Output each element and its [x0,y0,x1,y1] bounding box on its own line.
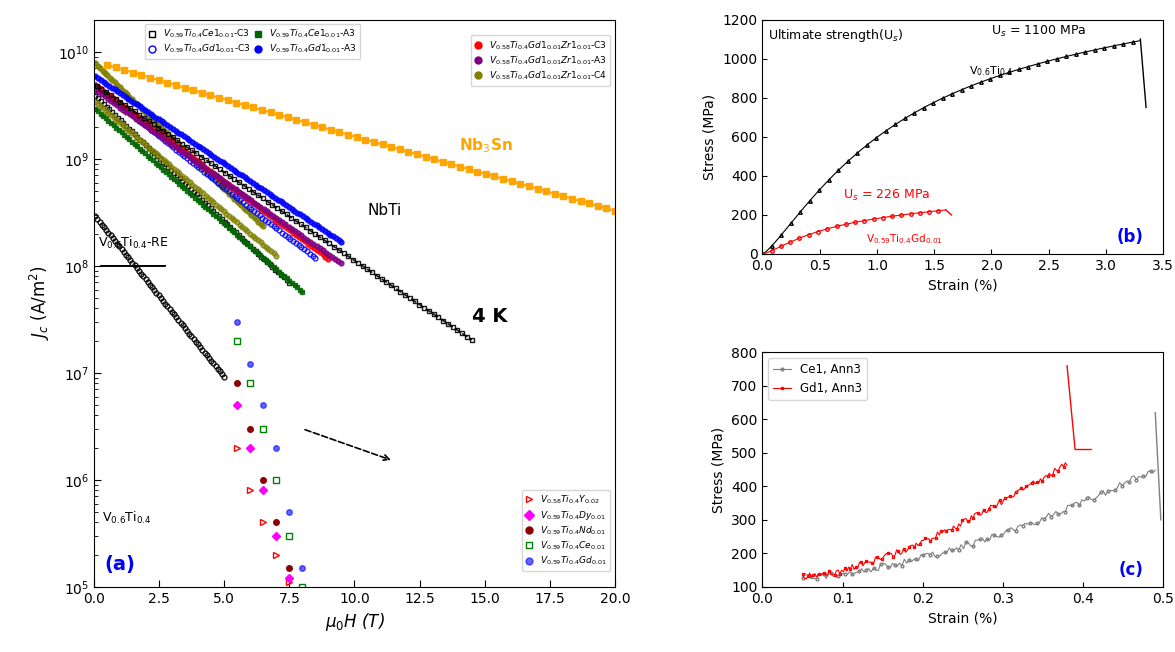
Gd1, Ann3 [885,550,899,557]
Gd1, Ann3 [1015,486,1029,494]
Text: 4 K: 4 K [471,306,508,326]
Legend: Ce1, Ann3, Gd1, Ann3: Ce1, Ann3, Gd1, Ann3 [768,359,867,400]
Ce1, Ann3 [795,574,810,582]
Text: V$_{0.6}$Ti$_{0.4}$-RE: V$_{0.6}$Ti$_{0.4}$-RE [98,235,169,251]
Legend: $V_{0.58}Ti_{0.4}Y_{0.02}$, $V_{0.59}Ti_{0.4}Dy_{0.01}$, $V_{0.59}Ti_{0.4}Nd_{0.: $V_{0.58}Ti_{0.4}Y_{0.02}$, $V_{0.59}Ti_… [522,490,611,571]
Ce1, Ann3 [938,548,952,556]
Text: Nb$_3$Sn: Nb$_3$Sn [458,136,512,155]
Text: V$_{0.59}$Ti$_{0.4}$Gd$_{0.01}$: V$_{0.59}$Ti$_{0.4}$Gd$_{0.01}$ [866,232,942,246]
Text: V$_{0.6}$Ti$_{0.4}$: V$_{0.6}$Ti$_{0.4}$ [102,511,152,526]
Ce1, Ann3 [996,530,1010,538]
Gd1, Ann3 [946,522,960,530]
Gd1, Ann3 [935,528,949,536]
Y-axis label: Stress (MPa): Stress (MPa) [712,426,726,512]
Text: U$_s$ = 1100 MPa: U$_s$ = 1100 MPa [992,24,1087,39]
Line: Gd1, Ann3: Gd1, Ann3 [801,462,1068,580]
Text: (c): (c) [1119,561,1143,579]
Text: (b): (b) [1116,228,1143,246]
Ce1, Ann3 [810,575,824,583]
Gd1, Ann3 [980,509,994,516]
X-axis label: Strain (%): Strain (%) [928,278,998,292]
Text: NbTi: NbTi [368,203,402,218]
Ce1, Ann3 [1148,466,1162,474]
Ce1, Ann3 [982,537,996,544]
Gd1, Ann3 [1059,459,1073,467]
Text: U$_s$ = 226 MPa: U$_s$ = 226 MPa [842,188,929,203]
Text: V$_{0.6}$Ti$_{0.4}$: V$_{0.6}$Ti$_{0.4}$ [968,65,1013,78]
Ce1, Ann3 [914,551,928,559]
Line: Ce1, Ann3: Ce1, Ann3 [801,469,1156,580]
Ce1, Ann3 [1042,509,1056,517]
Gd1, Ann3 [902,543,916,551]
Gd1, Ann3 [799,575,813,583]
Gd1, Ann3 [795,570,810,578]
Ce1, Ann3 [1089,494,1103,502]
X-axis label: $\mu_0H$ (T): $\mu_0H$ (T) [324,611,384,633]
Y-axis label: $J_c$ (A/m$^2$): $J_c$ (A/m$^2$) [28,266,52,340]
Text: Ultimate strength(U$_s$): Ultimate strength(U$_s$) [768,27,904,44]
X-axis label: Strain (%): Strain (%) [928,611,998,625]
Y-axis label: Stress (MPa): Stress (MPa) [703,94,717,180]
Gd1, Ann3 [1060,462,1074,469]
Text: (a): (a) [105,555,135,574]
